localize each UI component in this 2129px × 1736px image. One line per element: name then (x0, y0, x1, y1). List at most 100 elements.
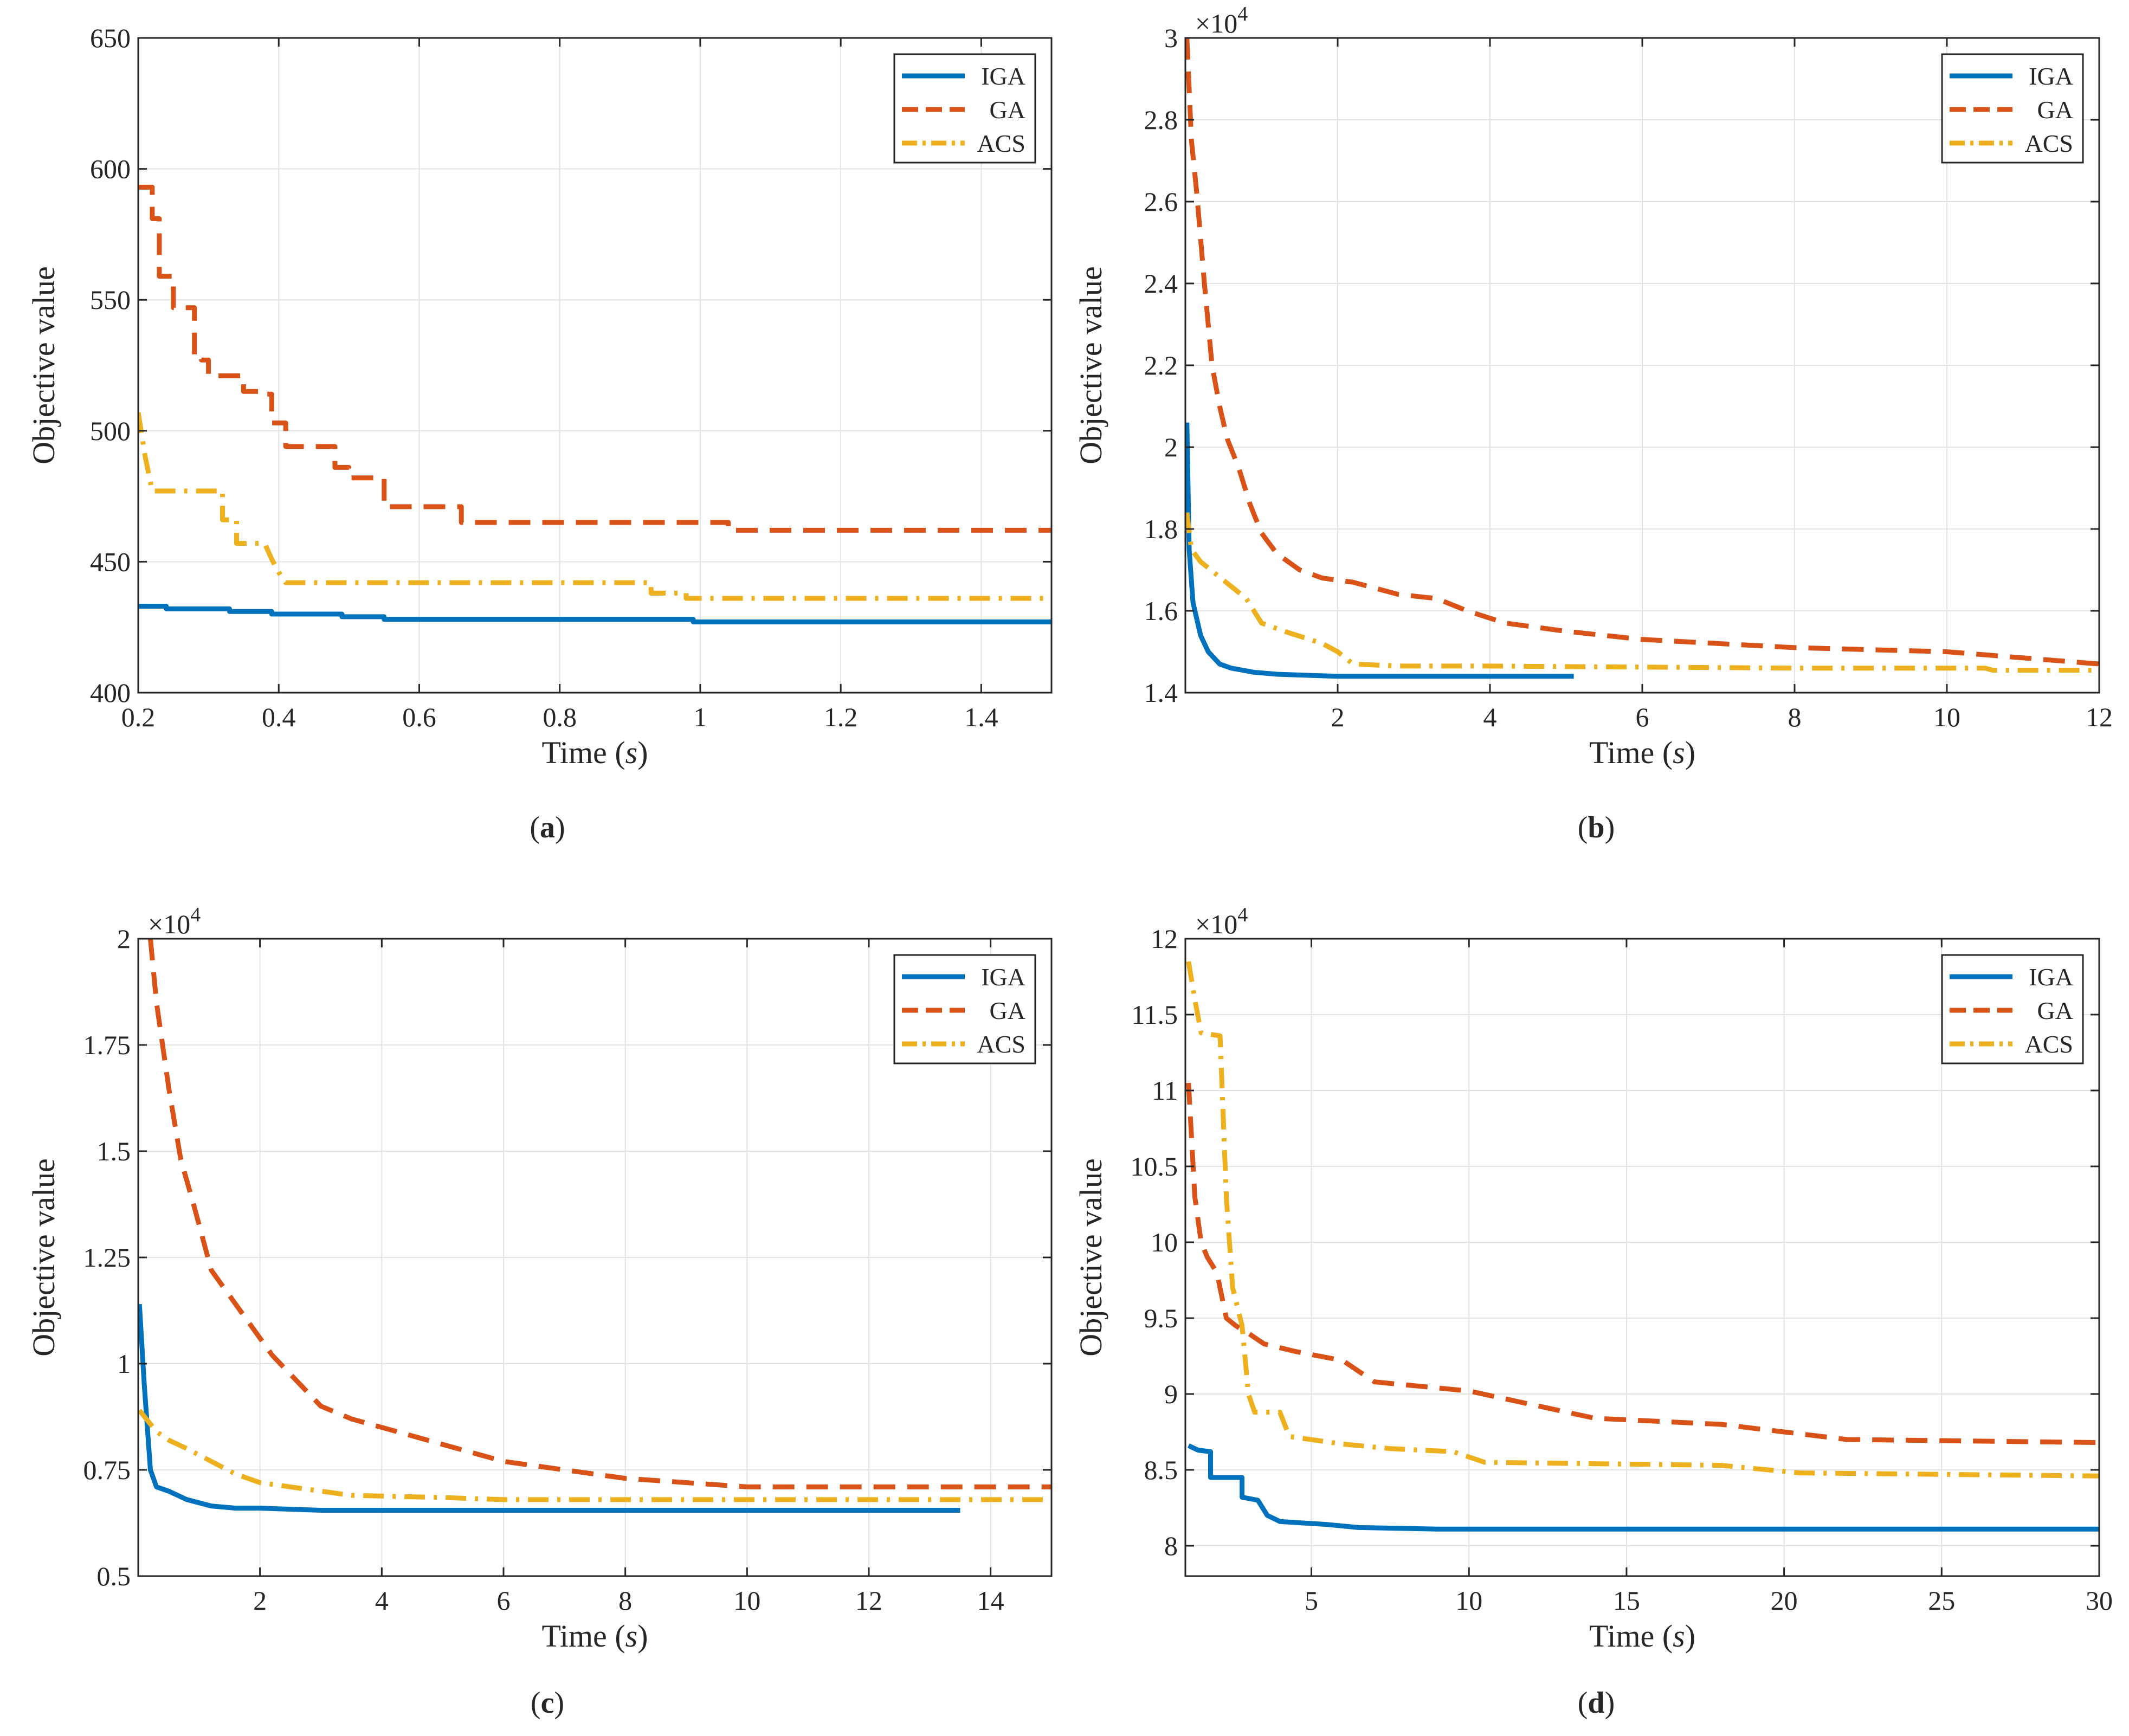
series-line-ga (148, 939, 1051, 1489)
x-tick-label: 0.4 (262, 702, 296, 732)
panel-label: (d) (1578, 1686, 1615, 1720)
legend-label-iga: IGA (2029, 963, 2073, 991)
y-tick-label: 2 (117, 924, 131, 954)
series-line-iga (1187, 1443, 2099, 1532)
legend: IGA GA ACS (1941, 954, 2084, 1064)
y-tick-label: 600 (90, 154, 131, 184)
x-tick-label: 10 (733, 1585, 760, 1616)
x-tick-label: 0.6 (402, 702, 436, 732)
x-axis-label: Time (s) (541, 735, 648, 770)
y-tick-label: 8.5 (1144, 1455, 1178, 1485)
axes-box (1184, 938, 2100, 1577)
legend-label-acs: ACS (977, 130, 1025, 157)
y-tick-label: 9.5 (1144, 1303, 1178, 1333)
legend-label-ga: GA (2037, 96, 2073, 124)
x-tick-label: 4 (375, 1585, 389, 1616)
x-tick-label: 8 (618, 1585, 632, 1616)
x-tick-label: 2 (1331, 702, 1345, 732)
chart-panel-d: 5 10 15 20 25 30 8 8.5 9 9.5 10 10.5 11 11.5 12 ×104 Tim… (1073, 904, 2113, 1720)
legend-label-ga: GA (2037, 997, 2073, 1024)
x-tick-label: 4 (1483, 702, 1497, 732)
y-tick-label: 650 (90, 23, 131, 53)
y-axis-label: Objective value (1073, 266, 1108, 464)
legend-label-ga: GA (990, 96, 1025, 124)
legend-label-acs: ACS (2025, 130, 2073, 157)
x-tick-label: 10 (1455, 1585, 1482, 1616)
y-tick-label: 10 (1151, 1227, 1178, 1257)
x-tick-label: 10 (1933, 702, 1960, 732)
y-tick-label: 2.8 (1144, 105, 1178, 135)
x-tick-label: 1.4 (964, 702, 998, 732)
y-exponent-label: ×104 (148, 904, 201, 939)
x-tick-label: 1.2 (824, 702, 858, 732)
series-line-iga (138, 1303, 960, 1513)
y-tick-label: 550 (90, 285, 131, 315)
y-tick-label: 500 (90, 416, 131, 446)
chart-panel-a: 0.2 0.4 0.6 0.8 1 1.2 1.4 400 450 500 550 600 650 Tim… (26, 23, 1053, 844)
x-tick-label: 30 (2086, 1585, 2113, 1616)
x-tick-label: 8 (1788, 702, 1802, 732)
y-tick-label: 2.6 (1144, 186, 1178, 217)
panel-label: (b) (1578, 811, 1615, 844)
y-tick-label: 1.5 (97, 1136, 131, 1166)
y-tick-label: 9 (1164, 1379, 1178, 1409)
series-line-iga (138, 604, 1051, 624)
y-axis-label: Objective value (26, 266, 61, 464)
legend: IGA GA ACS (1941, 53, 2084, 164)
y-tick-label: 0.75 (83, 1455, 131, 1485)
panel-label: (a) (530, 811, 565, 844)
y-tick-label: 1.6 (1144, 596, 1178, 626)
y-tick-label: 1.25 (83, 1242, 131, 1273)
series-line-acs (138, 1409, 1051, 1502)
x-axis-label: Time (s) (1589, 1618, 1695, 1654)
series-line-ga (1186, 1082, 2099, 1445)
x-tick-label: 5 (1305, 1585, 1318, 1616)
y-tick-label: 2 (1164, 432, 1178, 462)
x-axis-label: Time (s) (1589, 735, 1695, 770)
y-tick-label: 1.4 (1144, 677, 1178, 708)
chart-panel-b: 2 4 6 8 10 12 1.4 1.6 1.8 2 2.2 2.4 2.6 2.8 3 ×104 Time … (1073, 3, 2113, 844)
y-tick-label: 8 (1164, 1531, 1178, 1561)
x-tick-label: 25 (1928, 1585, 1955, 1616)
y-tick-label: 0.5 (97, 1561, 131, 1591)
y-tick-label: 10.5 (1131, 1151, 1178, 1182)
legend-label-ga: GA (990, 997, 1025, 1024)
y-tick-label: 2.2 (1144, 350, 1178, 380)
series-line-acs (1186, 961, 2099, 1479)
axes-box (137, 37, 1053, 694)
x-tick-label: 12 (855, 1585, 882, 1616)
y-exponent-label: ×104 (1195, 904, 1248, 939)
legend-label-iga: IGA (2029, 62, 2073, 90)
series-line-acs (138, 412, 1051, 601)
y-tick-label: 400 (90, 677, 131, 708)
y-tick-label: 3 (1164, 23, 1178, 53)
legend: IGA GA ACS (893, 53, 1036, 164)
x-tick-label: 15 (1613, 1585, 1640, 1616)
x-tick-label: 14 (977, 1585, 1004, 1616)
x-tick-label: 6 (1636, 702, 1649, 732)
y-tick-label: 1.8 (1144, 514, 1178, 544)
x-tick-label: 1 (693, 702, 707, 732)
x-tick-label: 6 (497, 1585, 511, 1616)
y-tick-label: 11.5 (1131, 999, 1178, 1030)
legend-label-acs: ACS (2025, 1030, 2073, 1058)
chart-panel-c: 2 4 6 8 10 12 14 0.5 0.75 1 1.25 1.5 1.75 2 ×104 Time (… (26, 904, 1053, 1720)
x-tick-label: 0.2 (121, 702, 156, 732)
legend-label-iga: IGA (981, 62, 1025, 90)
x-axis-label: Time (s) (541, 1618, 648, 1654)
x-tick-label: 2 (253, 1585, 267, 1616)
y-exponent-label: ×104 (1195, 3, 1248, 38)
x-tick-label: 0.8 (543, 702, 577, 732)
y-tick-label: 11 (1152, 1075, 1178, 1106)
x-tick-label: 12 (2086, 702, 2113, 732)
y-tick-label: 12 (1151, 924, 1178, 954)
legend-label-acs: ACS (977, 1030, 1025, 1058)
legend-label-iga: IGA (981, 963, 1025, 991)
panel-label: (c) (531, 1686, 564, 1720)
y-tick-label: 450 (90, 546, 131, 577)
series-line-acs (1185, 512, 2099, 673)
y-tick-label: 2.4 (1144, 268, 1178, 299)
legend: IGA GA ACS (893, 954, 1036, 1064)
y-axis-label: Objective value (1073, 1158, 1108, 1357)
